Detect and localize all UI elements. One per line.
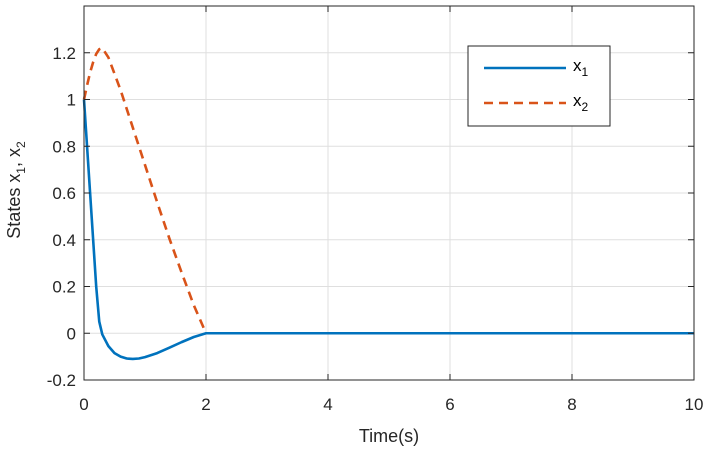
axis-ticks — [83, 6, 695, 381]
series-layer — [82, 46, 694, 361]
y-tick-label: -0.2 — [47, 371, 76, 390]
series-line-x2 — [82, 46, 694, 335]
legend-label-x1: x1 — [573, 56, 589, 79]
legend-label-x2-base: x — [573, 91, 582, 110]
legend-label-x2: x2 — [573, 91, 589, 114]
x-tick-label: 10 — [685, 395, 704, 414]
series-line-x1 — [82, 99, 694, 361]
tick-labels: 0 2 4 6 8 10-0.200.20.40.60.811.2 — [47, 44, 704, 414]
y-tick-label: 1 — [67, 91, 76, 110]
y-axis-label-sub2: 2 — [14, 141, 28, 148]
y-tick-label: 1.2 — [52, 44, 76, 63]
legend-label-x1-sub: 1 — [582, 65, 589, 79]
x-tick-label: 4 — [323, 395, 332, 414]
y-axis-label: States x1, x2 — [4, 141, 28, 239]
legend: x1 x2 — [467, 45, 611, 127]
legend-label-x2-sub: 2 — [582, 100, 589, 114]
legend-label-x1-base: x — [573, 56, 582, 75]
legend-box — [467, 45, 611, 127]
y-tick-label: 0.4 — [52, 231, 76, 250]
y-axis-label-sep: , x — [4, 148, 24, 167]
x-tick-label: 8 — [567, 395, 576, 414]
y-tick-label: 0 — [67, 324, 76, 343]
y-tick-label: 0.6 — [52, 184, 76, 203]
y-tick-label: 0.2 — [52, 278, 76, 297]
y-axis-label-sub1: 1 — [14, 167, 28, 174]
x-tick-label: 6 — [445, 395, 454, 414]
x-axis-label: Time(s) — [359, 426, 419, 446]
y-axis-label-base: States x — [4, 174, 24, 239]
x-tick-label: 2 — [201, 395, 210, 414]
x-tick-label: 0 — [79, 395, 88, 414]
y-tick-label: 0.8 — [52, 137, 76, 156]
